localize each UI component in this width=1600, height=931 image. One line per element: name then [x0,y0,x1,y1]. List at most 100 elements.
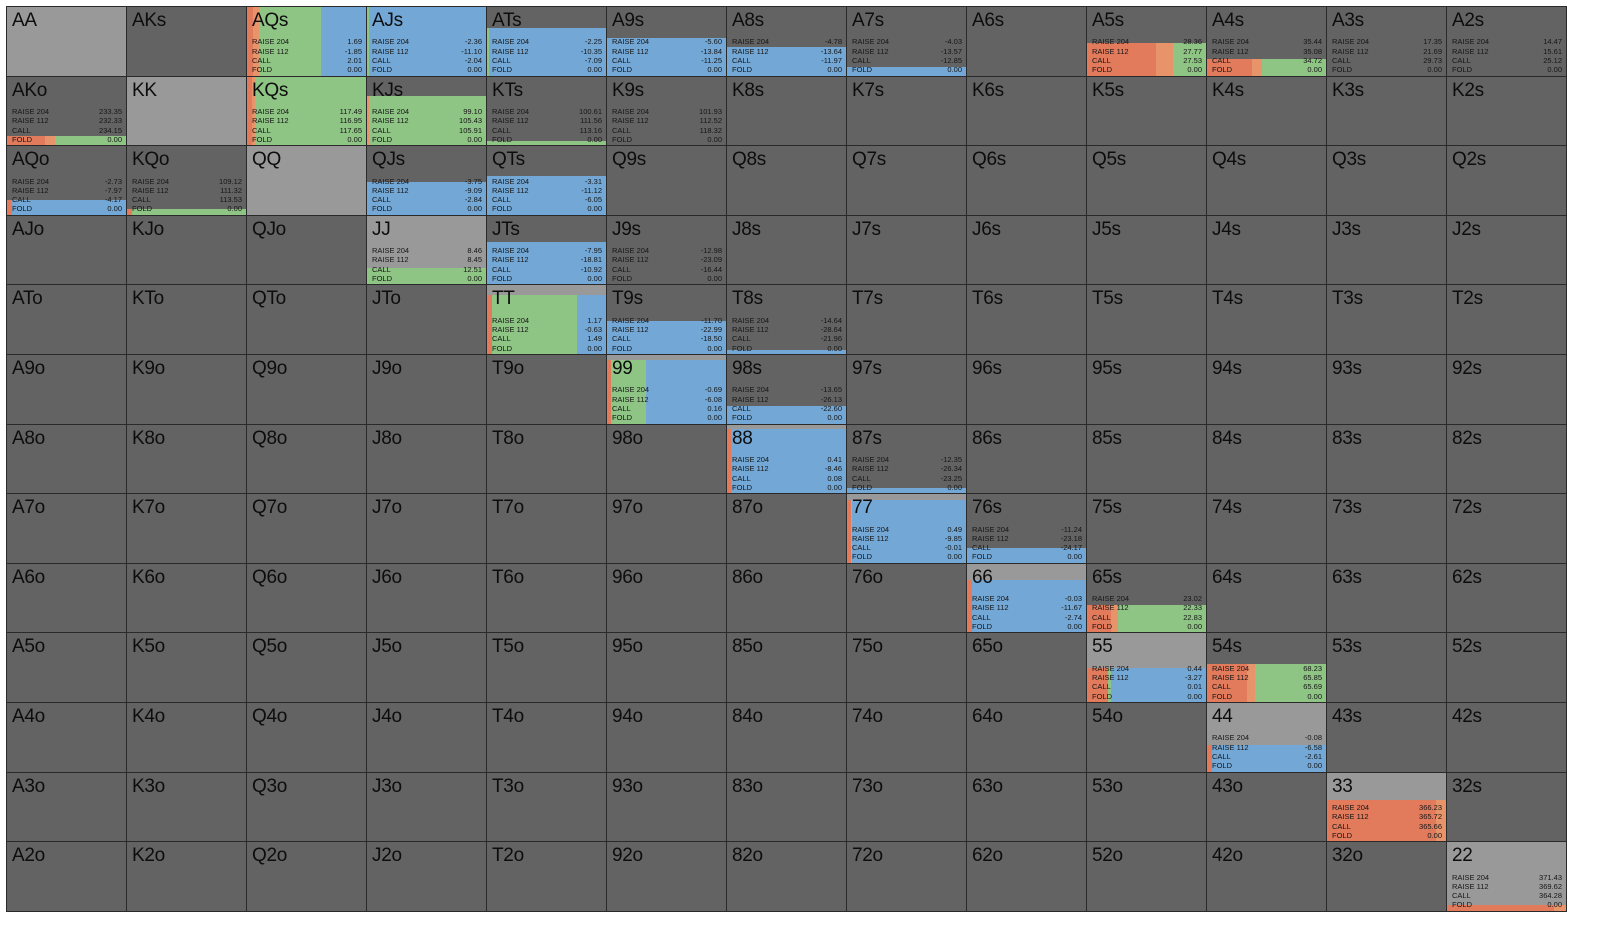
hand-cell-J8s[interactable]: J8s [727,215,847,286]
hand-cell-A5o[interactable]: A5o [7,633,127,703]
hand-cell-76s[interactable]: 76s RAISE 204 -11.24 RAISE 112 -23.18 CALL -24… [967,494,1087,564]
hand-cell-83s[interactable]: 83s [1327,424,1447,495]
hand-cell-A9o[interactable]: A9o [7,354,127,425]
hand-cell-JJ[interactable]: JJ RAISE 204 8.46 RAISE 112 8.45 CALL 12.51 FOL… [367,215,487,286]
hand-cell-K2o[interactable]: K2o [127,842,247,912]
hand-cell-62o[interactable]: 62o [967,842,1087,912]
hand-cell-93o[interactable]: 93o [607,772,727,843]
hand-cell-AKo[interactable]: AKo RAISE 204 233.35 RAISE 112 232.33 CALL 234… [7,76,127,147]
hand-cell-ATo[interactable]: ATo [7,285,127,355]
hand-cell-92s[interactable]: 92s [1447,354,1567,425]
hand-cell-T4o[interactable]: T4o [487,702,607,773]
hand-cell-T2o[interactable]: T2o [487,842,607,912]
hand-cell-55[interactable]: 55 RAISE 204 0.44 RAISE 112 -3.27 CALL 0.01 FOL… [1087,633,1207,703]
hand-cell-A7o[interactable]: A7o [7,494,127,564]
hand-cell-43o[interactable]: 43o [1207,772,1327,843]
hand-cell-K9s[interactable]: K9s RAISE 204 101.93 RAISE 112 112.52 CALL 118… [607,76,727,147]
hand-cell-KJs[interactable]: KJs RAISE 204 99.10 RAISE 112 105.43 CALL 105.… [367,76,487,147]
hand-cell-QQ[interactable]: QQ [247,146,367,216]
hand-cell-53s[interactable]: 53s [1327,633,1447,703]
hand-cell-KJo[interactable]: KJo [127,215,247,286]
hand-cell-J9o[interactable]: J9o [367,354,487,425]
hand-cell-QTs[interactable]: QTs RAISE 204 -3.31 RAISE 112 -11.12 CALL -6.0… [487,146,607,216]
hand-cell-65s[interactable]: 65s RAISE 204 23.02 RAISE 112 22.33 CALL 22.83… [1087,563,1207,634]
hand-cell-95o[interactable]: 95o [607,633,727,703]
hand-cell-77[interactable]: 77 RAISE 204 0.49 RAISE 112 -9.85 CALL -0.01 FO… [847,494,967,564]
hand-cell-32o[interactable]: 32o [1327,842,1447,912]
hand-cell-33[interactable]: 33 RAISE 204 366.23 RAISE 112 365.72 CALL 365.… [1327,772,1447,843]
hand-cell-T2s[interactable]: T2s [1447,285,1567,355]
hand-cell-T7s[interactable]: T7s [847,285,967,355]
hand-cell-A3s[interactable]: A3s RAISE 204 17.35 RAISE 112 21.69 CALL 29.73… [1327,7,1447,77]
hand-cell-A3o[interactable]: A3o [7,772,127,843]
hand-cell-J4s[interactable]: J4s [1207,215,1327,286]
hand-cell-A6s[interactable]: A6s [967,7,1087,77]
hand-cell-T6o[interactable]: T6o [487,563,607,634]
hand-cell-85s[interactable]: 85s [1087,424,1207,495]
hand-cell-A2s[interactable]: A2s RAISE 204 14.47 RAISE 112 15.61 CALL 25.12… [1447,7,1567,77]
hand-cell-95s[interactable]: 95s [1087,354,1207,425]
hand-cell-Q5s[interactable]: Q5s [1087,146,1207,216]
hand-cell-98s[interactable]: 98s RAISE 204 -13.65 RAISE 112 -26.13 CALL -22… [727,354,847,425]
hand-cell-66[interactable]: 66 RAISE 204 -0.03 RAISE 112 -11.67 CALL -2.74… [967,563,1087,634]
hand-cell-A4s[interactable]: A4s RAISE 204 35.44 RAISE 112 35.08 CALL 34.72… [1207,7,1327,77]
hand-cell-64o[interactable]: 64o [967,702,1087,773]
hand-cell-K6s[interactable]: K6s [967,76,1087,147]
hand-cell-KTs[interactable]: KTs RAISE 204 100.61 RAISE 112 111.56 CALL 113… [487,76,607,147]
hand-cell-T9o[interactable]: T9o [487,354,607,425]
hand-cell-22[interactable]: 22 RAISE 204 371.43 RAISE 112 369.62 CALL 364.… [1447,842,1567,912]
hand-cell-T9s[interactable]: T9s RAISE 204 -11.70 RAISE 112 -22.99 CALL -18… [607,285,727,355]
hand-cell-T3o[interactable]: T3o [487,772,607,843]
hand-cell-73o[interactable]: 73o [847,772,967,843]
hand-cell-T4s[interactable]: T4s [1207,285,1327,355]
hand-cell-J2s[interactable]: J2s [1447,215,1567,286]
hand-cell-86s[interactable]: 86s [967,424,1087,495]
hand-cell-K3o[interactable]: K3o [127,772,247,843]
hand-cell-K9o[interactable]: K9o [127,354,247,425]
hand-cell-KQo[interactable]: KQo RAISE 204 109.12 RAISE 112 111.32 CALL 113… [127,146,247,216]
hand-cell-K5s[interactable]: K5s [1087,76,1207,147]
hand-cell-A8s[interactable]: A8s RAISE 204 -4.78 RAISE 112 -13.64 CALL -11.… [727,7,847,77]
hand-cell-Q3s[interactable]: Q3s [1327,146,1447,216]
hand-cell-Q7s[interactable]: Q7s [847,146,967,216]
hand-cell-76o[interactable]: 76o [847,563,967,634]
hand-cell-84s[interactable]: 84s [1207,424,1327,495]
hand-cell-K6o[interactable]: K6o [127,563,247,634]
hand-cell-T5s[interactable]: T5s [1087,285,1207,355]
hand-cell-JTo[interactable]: JTo [367,285,487,355]
hand-cell-83o[interactable]: 83o [727,772,847,843]
hand-cell-94s[interactable]: 94s [1207,354,1327,425]
hand-cell-T5o[interactable]: T5o [487,633,607,703]
hand-cell-75s[interactable]: 75s [1087,494,1207,564]
hand-cell-K7s[interactable]: K7s [847,76,967,147]
hand-cell-72s[interactable]: 72s [1447,494,1567,564]
hand-cell-Q2s[interactable]: Q2s [1447,146,1567,216]
hand-cell-42o[interactable]: 42o [1207,842,1327,912]
hand-cell-K3s[interactable]: K3s [1327,76,1447,147]
hand-cell-82s[interactable]: 82s [1447,424,1567,495]
hand-cell-K4o[interactable]: K4o [127,702,247,773]
hand-cell-A6o[interactable]: A6o [7,563,127,634]
hand-cell-KQs[interactable]: KQs RAISE 204 117.49 RAISE 112 116.95 CALL 117… [247,76,367,147]
hand-cell-Q9o[interactable]: Q9o [247,354,367,425]
hand-cell-J6s[interactable]: J6s [967,215,1087,286]
hand-cell-J3s[interactable]: J3s [1327,215,1447,286]
hand-cell-K7o[interactable]: K7o [127,494,247,564]
hand-cell-88[interactable]: 88 RAISE 204 0.41 RAISE 112 -8.46 CALL 0.08 FOL… [727,424,847,495]
hand-cell-85o[interactable]: 85o [727,633,847,703]
hand-cell-62s[interactable]: 62s [1447,563,1567,634]
hand-cell-T6s[interactable]: T6s [967,285,1087,355]
hand-cell-32s[interactable]: 32s [1447,772,1567,843]
hand-cell-A5s[interactable]: A5s RAISE 204 28.36 RAISE 112 27.77 CALL 27.53… [1087,7,1207,77]
hand-cell-92o[interactable]: 92o [607,842,727,912]
hand-cell-73s[interactable]: 73s [1327,494,1447,564]
hand-cell-99[interactable]: 99 RAISE 204 -0.69 RAISE 112 -6.08 CALL 0.16 FO… [607,354,727,425]
hand-cell-52s[interactable]: 52s [1447,633,1567,703]
hand-cell-TT[interactable]: TT RAISE 204 1.17 RAISE 112 -0.63 CALL 1.49 FOL… [487,285,607,355]
hand-cell-T8o[interactable]: T8o [487,424,607,495]
hand-cell-J5s[interactable]: J5s [1087,215,1207,286]
hand-cell-J5o[interactable]: J5o [367,633,487,703]
hand-cell-K4s[interactable]: K4s [1207,76,1327,147]
hand-cell-63o[interactable]: 63o [967,772,1087,843]
hand-cell-98o[interactable]: 98o [607,424,727,495]
